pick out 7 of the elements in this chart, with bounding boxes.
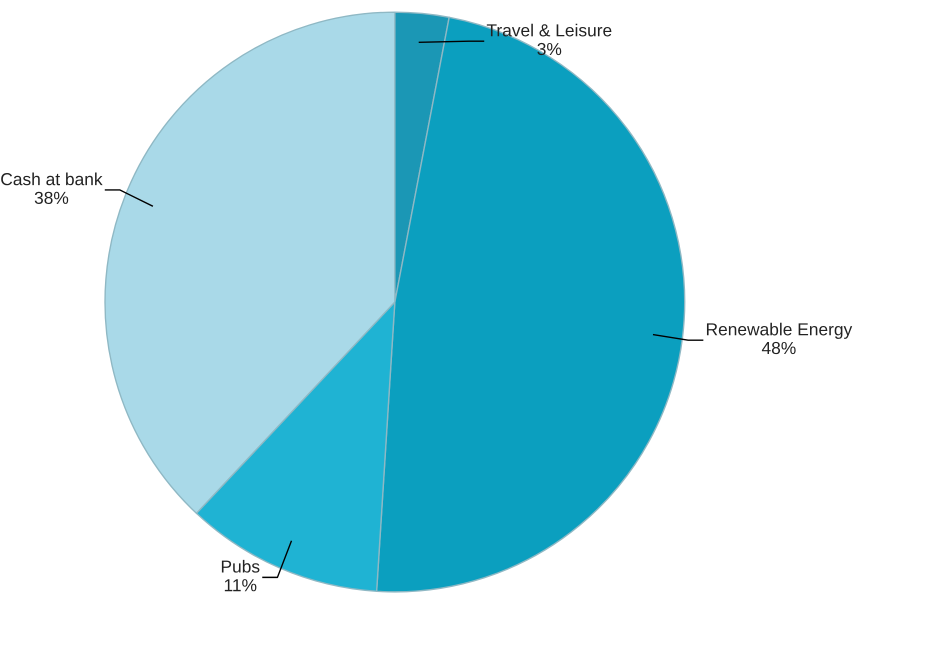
data-label: 38% (34, 192, 68, 204)
slice-label: Pubs (222, 560, 260, 573)
data-label: 3% (537, 42, 562, 56)
slice-label: Renewable Energy (706, 322, 852, 339)
data-label: 11% (224, 579, 256, 592)
slice-label: Cash at bank (1, 172, 103, 186)
data-label: 48% (762, 342, 796, 354)
